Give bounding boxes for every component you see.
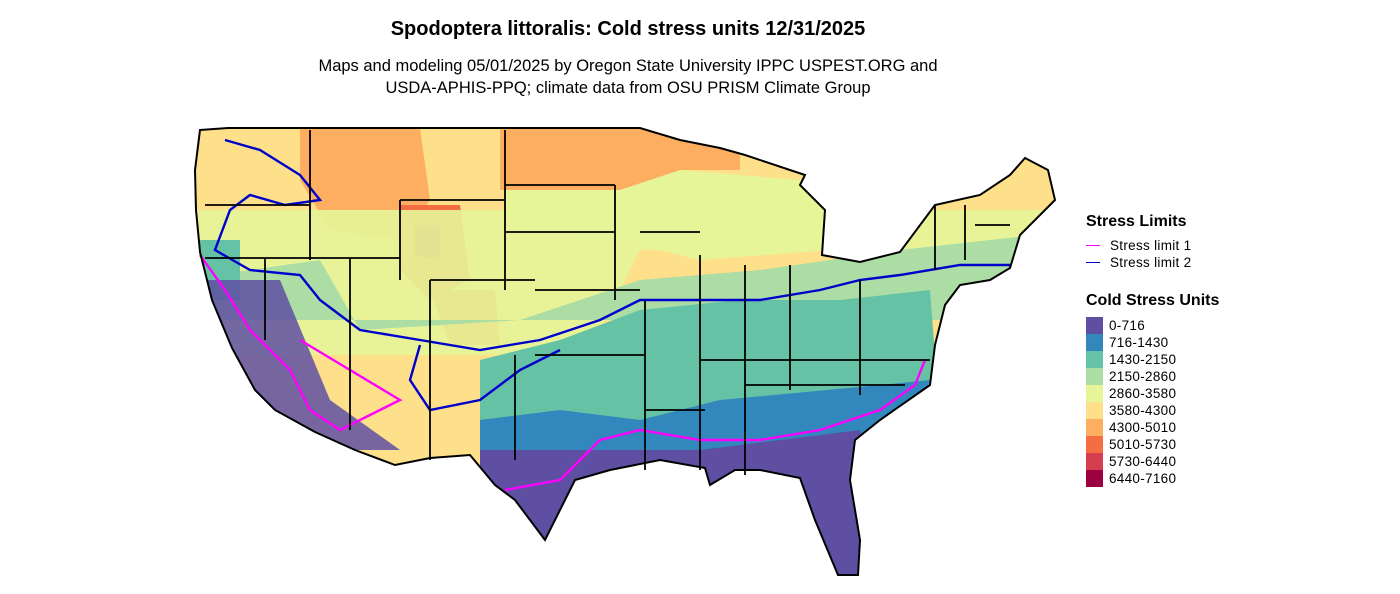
map-subtitle: Maps and modeling 05/01/2025 by Oregon S… [0,55,1256,99]
legend-bin: 2860-3580 [1086,385,1266,402]
map-title: Spodoptera littoralis: Cold stress units… [390,18,866,40]
stress-limit-2-label: Stress limit 2 [1110,255,1192,270]
legend-bin: 2150-2860 [1086,368,1266,385]
bin-swatch [1086,453,1103,470]
bin-label: 5010-5730 [1109,437,1177,452]
stress-limit-1-label: Stress limit 1 [1110,238,1192,253]
stress-limit-1-swatch [1086,245,1100,246]
bin-label: 1430-2150 [1109,352,1177,367]
stress-limit-2-swatch [1086,262,1100,263]
bin-label: 4300-5010 [1109,420,1177,435]
bin-swatch [1086,385,1103,402]
legend-bin: 5730-6440 [1086,453,1266,470]
bin-label: 2860-3580 [1109,386,1177,401]
legend-bin: 6440-7160 [1086,470,1266,487]
stress-limit-1-line [199,254,927,492]
bin-swatch [1086,402,1103,419]
zone-4300-5010-north [500,128,740,190]
legend-bin: 4300-5010 [1086,419,1266,436]
bin-swatch [1086,317,1103,334]
subtitle-line-1: Maps and modeling 05/01/2025 by Oregon S… [318,57,938,75]
state-borders [205,130,1010,475]
legend-bin: 1430-2150 [1086,351,1266,368]
cold-stress-bins: 0-716 716-1430 1430-2150 2150-2860 2860-… [1086,317,1266,487]
bin-swatch [1086,368,1103,385]
bin-swatch [1086,351,1103,368]
zone-1430-2150 [480,290,940,420]
stress-unit-zones [195,128,1055,575]
bin-swatch [1086,436,1103,453]
legend-bin: 0-716 [1086,317,1266,334]
bin-label: 716-1430 [1109,335,1169,350]
legend-bin: 3580-4300 [1086,402,1266,419]
bin-label: 6440-7160 [1109,471,1177,486]
zone-0-716-gulf [480,430,880,575]
subtitle-line-2: USDA-APHIS-PPQ; climate data from OSU PR… [385,79,871,97]
bin-label: 2150-2860 [1109,369,1177,384]
bin-swatch [1086,419,1103,436]
stress-limits-title: Stress Limits [1086,213,1187,230]
bin-swatch [1086,470,1103,487]
legend-bin: 716-1430 [1086,334,1266,351]
cold-stress-units-title: Cold Stress Units [1086,292,1220,309]
bin-label: 5730-6440 [1109,454,1177,469]
map-legend: Stress Limits Stress limit 1 Stress limi… [1086,212,1266,487]
bin-label: 3580-4300 [1109,403,1177,418]
bin-label: 0-716 [1109,318,1146,333]
legend-stress-limit-1: Stress limit 1 [1086,237,1266,254]
legend-stress-limit-2: Stress limit 2 [1086,254,1266,271]
legend-bin: 5010-5730 [1086,436,1266,453]
bin-swatch [1086,334,1103,351]
zone-2860-3580-midwest [505,170,830,260]
